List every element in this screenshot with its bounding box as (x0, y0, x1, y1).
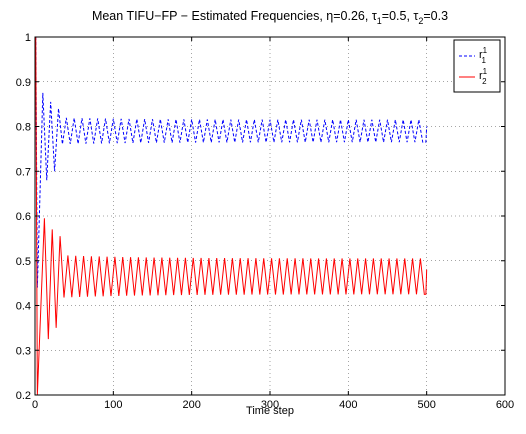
x-tick-label: 600 (496, 399, 514, 411)
plot-area (35, 37, 505, 395)
y-tick-label: 0.6 (16, 211, 31, 223)
x-tick-label: 0 (32, 399, 38, 411)
x-tick-label: 400 (339, 399, 357, 411)
series-line-r1-1 (35, 36, 428, 288)
y-tick-label: 1 (25, 32, 31, 44)
chart-title: Mean TIFU−FP − Estimated Frequencies, η=… (92, 9, 448, 26)
y-tick-label: 0.5 (16, 256, 31, 268)
x-tick-label: 300 (261, 399, 279, 411)
legend-label-r1-1: r1 1 (479, 46, 488, 65)
legend-label-r1-2: r1 2 (479, 67, 488, 86)
y-tick-label: 0.8 (16, 122, 31, 134)
x-axis-label: Time step (246, 405, 294, 417)
x-tick-label: 500 (417, 399, 435, 411)
y-tick-label: 0.4 (16, 301, 31, 313)
x-tick-label: 200 (182, 399, 200, 411)
y-tick-label: 0.3 (16, 345, 31, 357)
series-line-r1-2 (35, 36, 428, 396)
y-tick-label: 0.2 (16, 390, 31, 402)
y-tick-label: 0.9 (16, 77, 31, 89)
legend-box (453, 39, 501, 93)
legend: r1 1 r1 2 (453, 39, 501, 93)
y-tick-label: 0.7 (16, 166, 31, 178)
x-tick-label: 100 (104, 399, 122, 411)
